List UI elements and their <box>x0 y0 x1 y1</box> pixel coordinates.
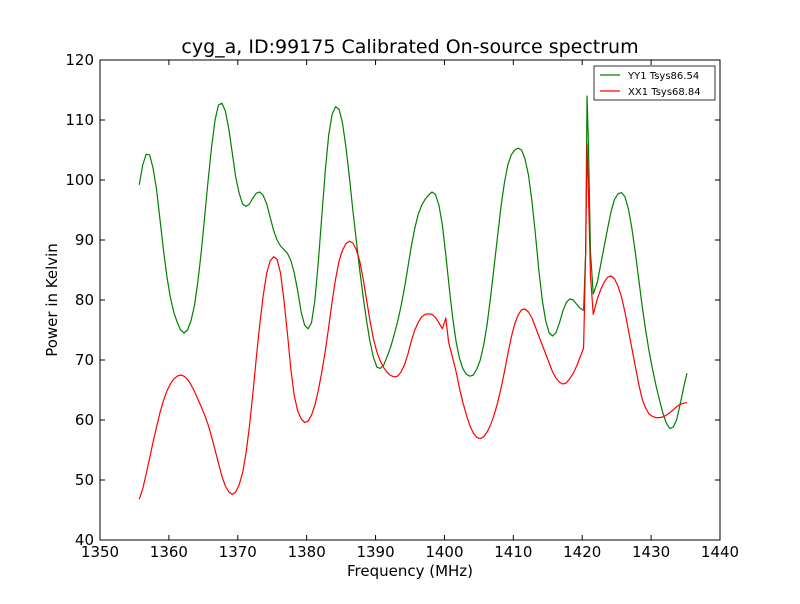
y-axis-label: Power in Kelvin <box>43 243 61 357</box>
y-tick-label: 80 <box>75 291 94 309</box>
chart-title: cyg_a, ID:99175 Calibrated On-source spe… <box>181 36 638 58</box>
x-tick-label: 1440 <box>701 543 739 561</box>
y-tick-label: 100 <box>65 171 94 189</box>
x-tick-label: 1400 <box>425 543 463 561</box>
legend-box <box>593 65 716 101</box>
x-tick-label: 1420 <box>563 543 601 561</box>
x-tick-label: 1350 <box>81 543 119 561</box>
x-tick-label: 1430 <box>632 543 670 561</box>
plot-area: 1350 1360 1370 1380 1390 1400 1410 1420 1430 1440… <box>65 51 739 561</box>
y-tick-label: 110 <box>65 111 94 129</box>
y-tick-label: 120 <box>65 51 94 69</box>
y-axis: 40 50 60 70 80 90 100 110 120 <box>65 51 720 549</box>
y-tick-label: 70 <box>75 351 94 369</box>
x-axis-label: Frequency (MHz) <box>347 562 473 580</box>
x-axis: 1350 1360 1370 1380 1390 1400 1410 1420 1430 1440 <box>81 60 739 561</box>
series-line-xx1 <box>138 143 688 500</box>
y-tick-label: 40 <box>75 531 94 549</box>
legend-label: YY1 Tsys86.54 <box>627 71 699 82</box>
y-tick-label: 60 <box>75 411 94 429</box>
y-tick-label: 50 <box>75 471 94 489</box>
series-line-yy1 <box>138 95 688 429</box>
x-tick-label: 1380 <box>288 543 326 561</box>
x-tick-label: 1370 <box>219 543 257 561</box>
y-tick-label: 90 <box>75 231 94 249</box>
x-tick-label: 1360 <box>150 543 188 561</box>
x-tick-label: 1410 <box>494 543 532 561</box>
x-tick-label: 1390 <box>356 543 394 561</box>
legend: YY1 Tsys86.54 XX1 Tsys68.84 <box>593 65 716 101</box>
series-layer <box>138 95 688 500</box>
legend-label: XX1 Tsys68.84 <box>628 87 701 98</box>
